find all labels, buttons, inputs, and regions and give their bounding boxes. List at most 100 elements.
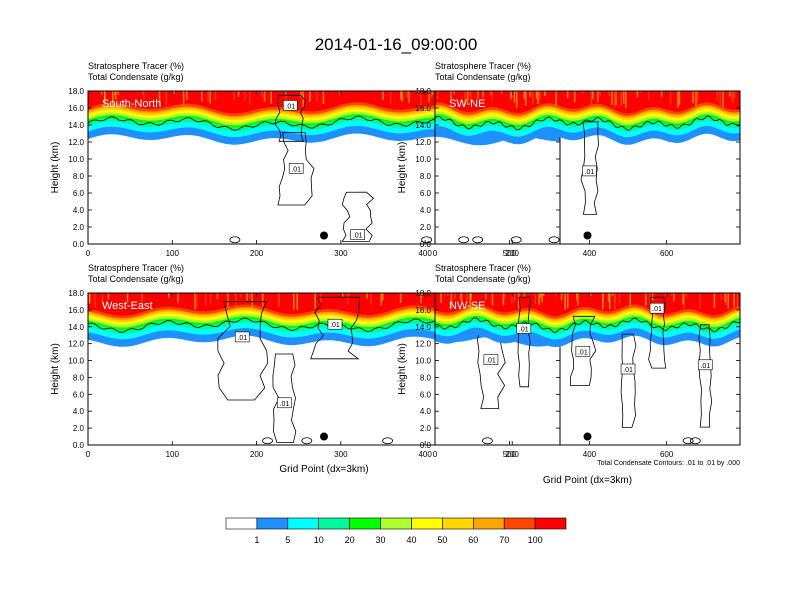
contour-label-box [620,363,636,375]
colorbar-label: 20 [345,535,355,545]
tracer-streak [515,91,518,108]
tracer-streak [469,91,472,103]
tracer-streak [186,91,188,100]
x-axis-label: Grid Point (dx=3km) [279,464,368,475]
tracer-streak [592,91,594,100]
colorbar-swatch [225,517,258,530]
tracer-streak [104,91,106,103]
tracer-streak [529,91,531,97]
contour-label-box [582,165,597,177]
tracer-streak [577,293,579,302]
tracer-streak [567,293,569,309]
chart-panel-2: Stratosphere Tracer (%)Total Condensate … [397,61,741,258]
tracer-streak [408,91,410,103]
contour-line [435,115,740,131]
tracer-streak [143,91,145,100]
tracer-streak [502,293,505,306]
tracer-streak [88,293,91,304]
x-tick-label: 400 [583,249,597,258]
tracer-streak [695,91,697,106]
tracer-streak [651,293,654,301]
contour-line [301,437,313,445]
tracer-streak [293,293,295,310]
y-tick-label: 18.0 [68,289,84,298]
tracer-field [435,293,740,347]
contour-label-box [282,100,298,111]
x-tick-label: 100 [166,450,180,459]
contour-label: .01 [282,100,298,111]
tracer-streak [447,293,449,296]
tracer-streak [716,91,718,101]
tracer-streak [566,91,569,99]
tracer-streak [126,293,129,304]
tracer-streak [168,293,170,299]
x-tick-label: 100 [166,249,180,258]
tracer-streak [682,293,684,305]
tracer-streak [285,91,287,93]
tracer-streak [534,293,537,305]
tracer-streak [725,293,727,306]
tracer-streak [685,293,688,297]
y-axis-label: Height (km) [50,343,61,395]
x-tick-label: 0 [433,450,438,459]
contour-label-text: .01 [652,306,662,313]
x-tick-label: 400 [418,450,432,459]
tracer-streak [523,293,526,297]
tracer-streak [599,91,601,96]
tracer-streak [608,91,610,96]
x-tick-label: 0 [86,450,91,459]
plot-frame [434,292,741,446]
subtitle-total-condensate: Total Condensate (g/kg) [88,72,184,82]
tracer-streak [100,91,103,95]
tracer-streak [720,293,722,300]
x-tick-label: 0 [86,249,91,258]
tracer-streak [670,293,673,296]
chart-panel-4: Stratosphere Tracer (%)Total Condensate … [397,263,741,486]
tracer-streak [611,91,613,105]
tracer-streak [732,91,734,103]
tracer-streak [261,91,263,98]
contour-line [548,236,560,244]
tracer-streak [114,91,116,96]
y-tick-label: 16.0 [415,306,431,315]
tracer-streak [173,91,175,94]
tracer-streak [538,91,540,104]
contour-label-box [234,331,250,343]
contour-line [481,437,493,445]
tracer-streak [535,91,538,99]
colorbar-label: 1 [254,535,259,545]
y-tick-label: 10.0 [68,357,84,366]
contour-label-box [516,323,532,334]
tracer-streak [417,91,419,95]
tracer-streak [564,293,566,310]
y-tick-label: 14.0 [415,323,431,332]
y-tick-label: 2.0 [73,424,85,433]
y-tick-label: 2.0 [420,223,432,232]
y-tick-label: 10.0 [68,155,84,164]
tracer-streak [713,293,716,309]
tracer-streak [673,293,675,301]
plot-frame [87,292,561,446]
colorbar-swatch [349,517,381,530]
colorbar-swatch [442,517,474,530]
location-marker [320,432,328,441]
location-marker [583,432,592,441]
x-tick-label: 300 [334,249,348,258]
tracer-streak [719,91,721,108]
y-tick-label: 4.0 [73,206,85,215]
x-axis-label: Grid Point (dx=3km) [543,475,632,486]
tracer-streak [733,91,736,99]
contour-label-text: .01 [623,367,633,374]
contour-footnote: Total Condensate Contours: .01 to .01 by… [597,460,740,467]
x-tick-label: 500 [503,249,517,258]
colorbar: 1 5 10 20 30 40 50 60 70 100 [225,517,567,545]
tracer-streak [532,91,534,106]
tracer-streak [491,91,493,102]
subtitle-total-condensate: Total Condensate (g/kg) [435,274,531,284]
tracer-streak [541,293,543,303]
tracer-streak [454,293,456,300]
y-tick-label: 18.0 [415,289,431,298]
colorbar-label: 50 [437,535,447,545]
tracer-streak [431,91,434,95]
tracer-streak [581,91,584,94]
